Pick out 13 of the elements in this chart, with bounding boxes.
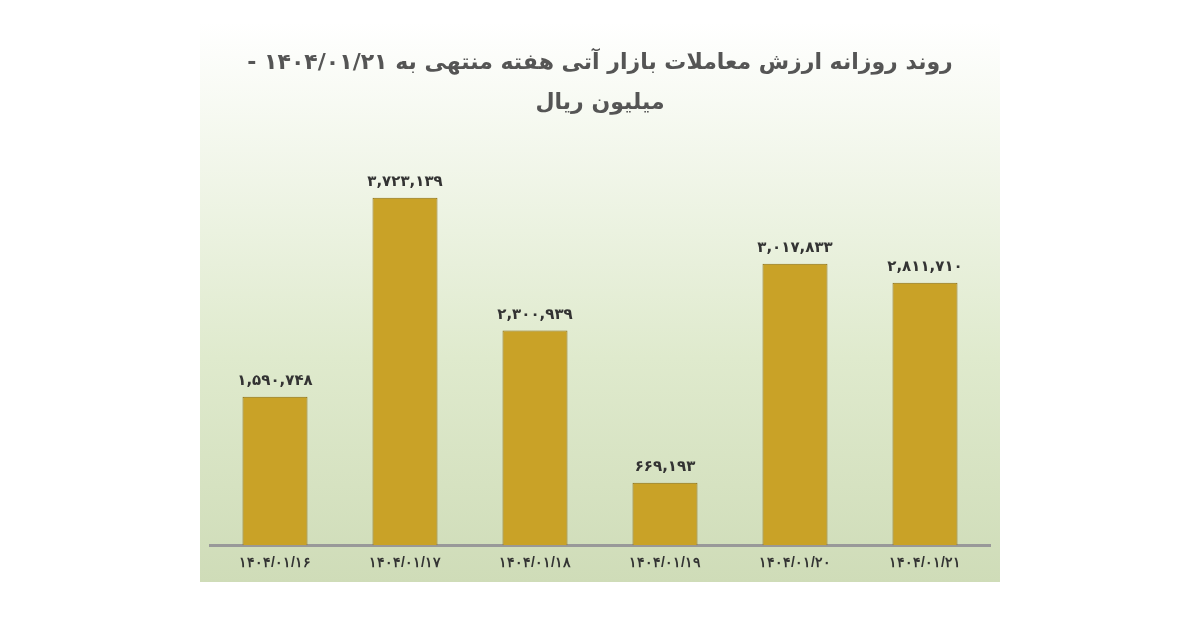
data-label: ۲,۸۱۱,۷۱۰ xyxy=(887,257,963,276)
x-tick-label: ۱۴۰۴/۰۱/۱۹ xyxy=(629,554,701,571)
x-tick-label: ۱۴۰۴/۰۱/۱۶ xyxy=(239,554,311,571)
data-label: ۱,۵۹۰,۷۴۸ xyxy=(237,371,313,390)
data-label: ۳,۰۱۷,۸۳۳ xyxy=(757,238,833,257)
data-label: ۲,۳۰۰,۹۳۹ xyxy=(497,304,573,323)
x-tick-label: ۱۴۰۴/۰۱/۱۷ xyxy=(369,554,441,571)
x-tick-label: ۱۴۰۴/۰۱/۲۰ xyxy=(759,554,831,571)
chart-title: روند روزانه ارزش معاملات بازار آتی هفته منتهی به ۱۴۰۴/۰۱/۲۱ - میلیون ریال xyxy=(246,47,954,117)
data-label: ۳,۷۲۳,۱۳۹ xyxy=(367,172,443,191)
x-tick-label: ۱۴۰۴/۰۱/۱۸ xyxy=(499,554,571,571)
x-tick-label: ۱۴۰۴/۰۱/۲۱ xyxy=(889,554,961,571)
data-label: ۶۶۹,۱۹۳ xyxy=(634,457,696,476)
